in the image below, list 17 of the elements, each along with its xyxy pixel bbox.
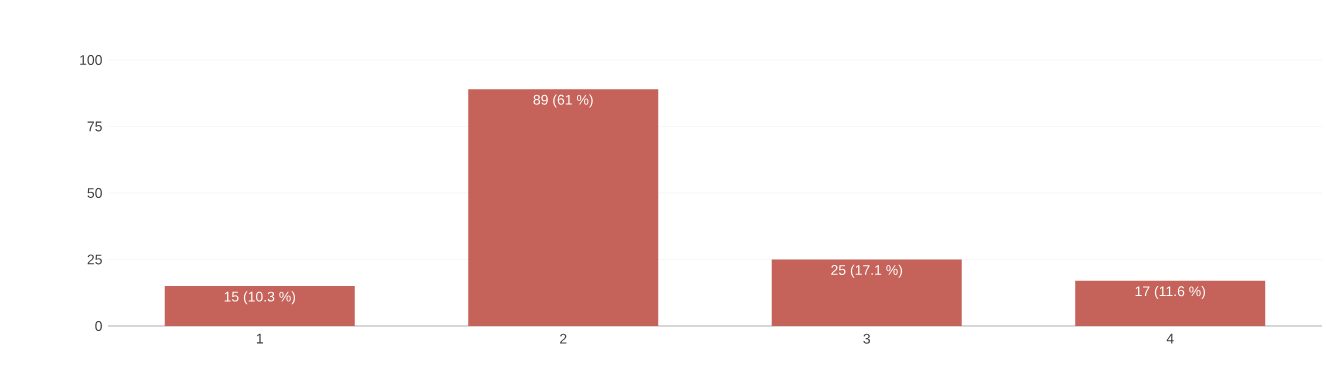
bar	[1075, 280, 1266, 326]
data-label: 15 (10.3 %)	[224, 291, 296, 305]
bar	[164, 286, 355, 326]
bar	[771, 259, 962, 326]
y-tick-label: 75	[87, 121, 102, 132]
x-tick-label: 3	[863, 333, 871, 344]
y-tick-label: 50	[87, 188, 102, 198]
data-label: 89 (61 %)	[533, 94, 593, 108]
y-tick-label: 100	[80, 55, 102, 65]
x-tick-label: 2	[560, 333, 567, 344]
y-tick-label: 25	[87, 254, 102, 265]
data-label: 25 (17.1 %)	[831, 264, 903, 278]
data-label: 17 (11.6 %)	[1135, 285, 1206, 300]
x-tick-label: 4	[1166, 333, 1174, 344]
bar	[468, 89, 659, 326]
x-tick-label: 1	[256, 333, 263, 344]
y-tick-label: 0	[95, 321, 102, 331]
